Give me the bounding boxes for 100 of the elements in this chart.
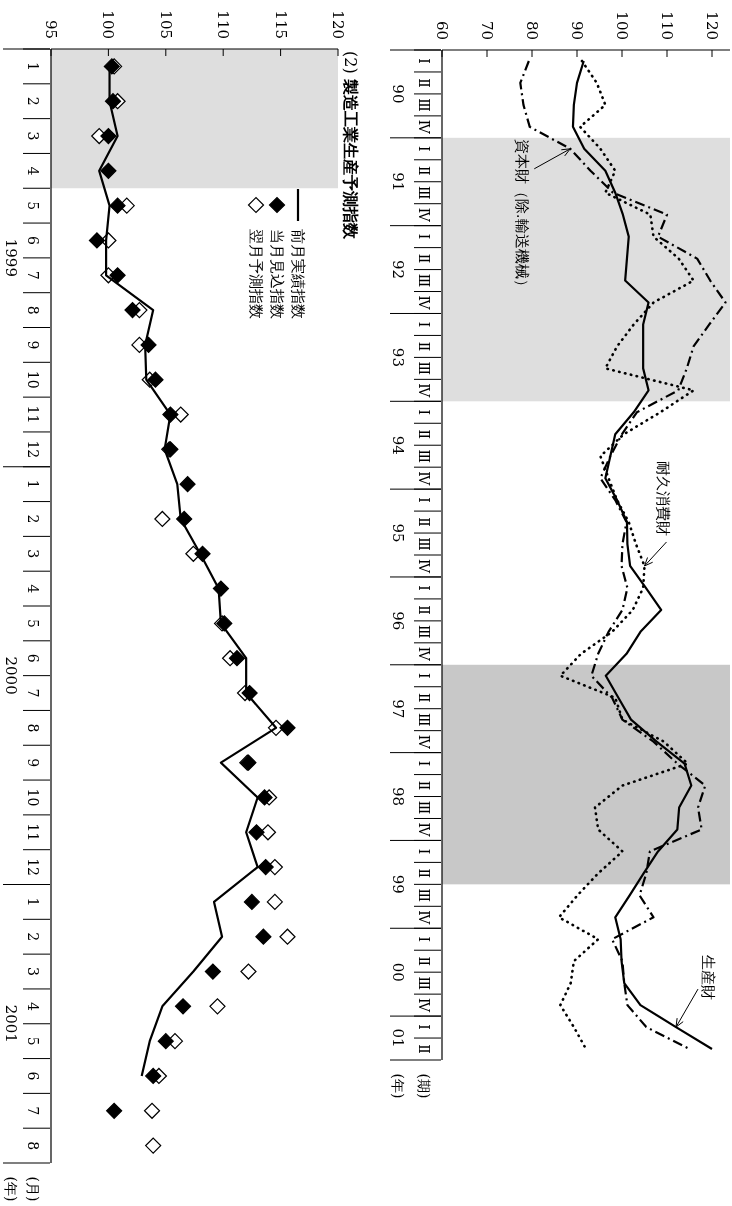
x-tick-label: 60 — [433, 20, 451, 40]
y-tick-label: Ⅰ — [416, 233, 432, 240]
y-tick-label: 11 — [25, 823, 41, 842]
y-tick-label: Ⅳ — [416, 998, 432, 1014]
y-tick-label: Ⅰ — [416, 848, 432, 855]
y-tick-label: Ⅲ — [416, 712, 432, 727]
y-tick-label: 7 — [25, 688, 41, 698]
x-tick-label: 70 — [478, 20, 496, 40]
y-tick-label: Ⅳ — [416, 822, 432, 838]
y-tick-label: Ⅰ — [416, 497, 432, 503]
y-tick-label: Ⅲ — [416, 98, 432, 112]
text: 1999 — [2, 238, 20, 277]
y-tick-label: Ⅳ — [416, 295, 432, 311]
x-tick-label: 90 — [568, 20, 586, 40]
y-tick-label: Ⅳ — [416, 119, 432, 135]
y-tick-label: Ⅱ — [416, 517, 432, 527]
y-tick-label: Ⅱ — [416, 692, 432, 703]
y-tick-label: 12 — [25, 440, 41, 459]
y-tick-label: Ⅰ — [416, 936, 432, 942]
y-tick-label: 4 — [25, 584, 41, 594]
y-tick-label: Ⅳ — [416, 558, 432, 574]
text: 2001 — [2, 1004, 20, 1043]
text: 2000 — [2, 656, 20, 695]
y-tick-label: Ⅰ — [416, 1024, 432, 1030]
y-tick-label: Ⅲ — [416, 537, 432, 551]
text: 96 — [389, 611, 407, 631]
y-tick-label: 3 — [25, 131, 41, 141]
text: 95 — [389, 523, 407, 543]
y-tick-label: 9 — [25, 340, 41, 350]
y-tick-label: Ⅰ — [416, 585, 432, 591]
text: 92 — [389, 260, 407, 280]
y-tick-label: Ⅱ — [416, 341, 432, 352]
y-tick-label: 6 — [25, 653, 41, 663]
y-tick-label: Ⅱ — [416, 868, 432, 879]
x-tick-label: 120 — [329, 10, 347, 39]
y-tick-label: Ⅲ — [416, 449, 432, 463]
text: 00 — [389, 962, 407, 982]
y-tick-label: Ⅰ — [416, 673, 432, 679]
y-tick-label: Ⅳ — [416, 471, 432, 487]
y-tick-label: Ⅲ — [416, 800, 432, 815]
y-tick-label: 5 — [25, 1036, 41, 1046]
y-tick-label: Ⅱ — [416, 429, 432, 439]
y-tick-label: 10 — [25, 370, 41, 389]
text: 94 — [389, 435, 407, 455]
y-tick-label: Ⅳ — [416, 734, 432, 750]
y-tick-label: 1 — [25, 61, 41, 71]
text: 99 — [389, 874, 407, 894]
y-tick-label: 2 — [25, 514, 41, 524]
text: 90 — [389, 84, 407, 104]
legend-label: 翌月予測指数 — [247, 229, 265, 319]
y-tick-label: 1 — [25, 897, 41, 907]
y-tick-label: 6 — [25, 236, 41, 246]
y-tick-label: 2 — [25, 932, 41, 942]
y-tick-label: Ⅱ — [416, 605, 432, 615]
y-tick-label: Ⅰ — [416, 760, 432, 767]
y-tick-label: 7 — [25, 270, 41, 280]
x-tick-label: 100 — [613, 11, 631, 40]
y-tick-label: Ⅱ — [416, 78, 432, 88]
y-tick-label: Ⅳ — [416, 383, 432, 399]
y-tick-label: Ⅲ — [416, 625, 432, 639]
y-tick-label: 4 — [25, 166, 41, 176]
y-tick-label: Ⅰ — [416, 321, 432, 328]
y-tick-label: Ⅰ — [416, 58, 432, 64]
x-tick-label: 100 — [99, 10, 118, 39]
text: 耐久消費財 — [653, 460, 672, 536]
y-tick-label: Ⅲ — [416, 273, 432, 288]
x-tick-label: 95 — [42, 19, 60, 39]
y-tick-label: 3 — [25, 967, 41, 976]
y-tick-label: Ⅱ — [416, 166, 432, 176]
x-tick-label: 105 — [156, 10, 175, 39]
y-tick-label: 7 — [25, 1106, 41, 1116]
y-tick-label: Ⅲ — [416, 976, 432, 990]
y-tick-label: 9 — [25, 758, 41, 768]
text: 98 — [389, 786, 407, 807]
x-tick-label: 120 — [703, 11, 721, 40]
y-tick-label: 1 — [25, 479, 41, 489]
y-tick-label: 8 — [25, 305, 41, 315]
y-tick-label: 5 — [25, 201, 41, 211]
y-axis-title: (月) (年) — [3, 1176, 41, 1202]
y-tick-label: 10 — [25, 788, 41, 807]
y-tick-label: 2 — [25, 96, 41, 106]
text: 生産財 — [699, 954, 717, 1000]
legend-label: 当月見込指数 — [268, 229, 286, 319]
y-tick-label: 12 — [25, 858, 41, 877]
y-tick-label: Ⅱ — [416, 253, 432, 264]
y-tick-label: Ⅲ — [416, 185, 432, 200]
y-tick-label: Ⅱ — [416, 1044, 432, 1054]
x-tick-label: 110 — [214, 10, 233, 39]
text: (2) 製造工業生産予測指数 — [341, 51, 361, 240]
text: 93 — [389, 347, 407, 367]
y-tick-label: Ⅰ — [416, 146, 432, 152]
y-tick-label: 4 — [25, 1001, 41, 1011]
x-tick-label: 115 — [271, 10, 290, 39]
y-tick-label: 11 — [25, 405, 41, 424]
y-tick-label: Ⅲ — [416, 361, 432, 376]
y-axis-title: (期) (年) — [390, 1073, 432, 1099]
legend-label: 前月実績指数 — [289, 229, 307, 319]
y-tick-label: 8 — [25, 723, 41, 733]
y-tick-label: Ⅱ — [416, 780, 432, 791]
text: 資本財（除.輸送機械） — [513, 138, 532, 294]
